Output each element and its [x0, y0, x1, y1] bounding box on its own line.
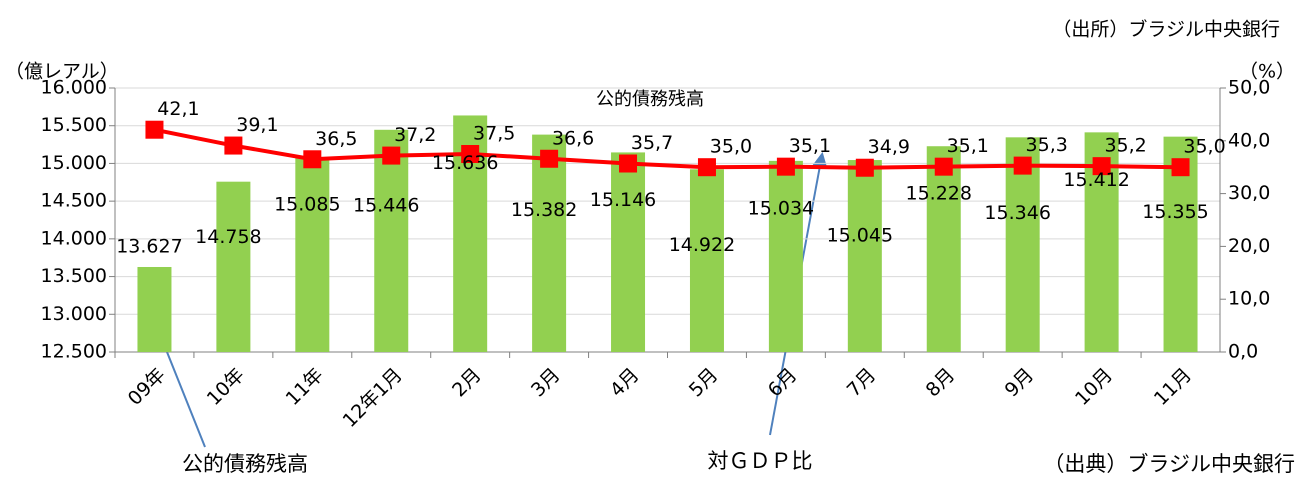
bar-value-label: 15.355	[1142, 201, 1208, 223]
bar-value-label: 15.382	[511, 199, 577, 221]
y2-tick-label: 20,0	[1228, 235, 1270, 257]
line-value-label: 36,5	[315, 128, 357, 150]
bar-value-label: 15.636	[432, 152, 498, 174]
y-tick-label: 16.000	[41, 77, 107, 99]
bar	[689, 169, 724, 352]
marker	[224, 136, 243, 155]
annotation: 対ＧＤＰ比	[708, 449, 813, 473]
line-value-label: 34,9	[868, 136, 910, 158]
x-tick-label: 8月	[922, 364, 960, 402]
bar	[611, 152, 646, 352]
line-value-label: 35,7	[631, 132, 673, 154]
x-tick-label: 6月	[764, 364, 802, 402]
y-axis-label: （億レアル）	[5, 61, 119, 83]
y2-axis-label: （%）	[1239, 61, 1295, 83]
line-value-label: 39,1	[236, 114, 278, 136]
bar	[847, 160, 882, 352]
bar-value-label: 15.446	[353, 194, 419, 216]
annotation: 公的債務残高	[182, 452, 308, 476]
line-value-label: 35,3	[1026, 134, 1068, 156]
marker	[697, 158, 716, 177]
y-tick-label: 15.500	[41, 114, 107, 136]
y2-tick-label: 10,0	[1228, 288, 1270, 310]
bar	[374, 129, 409, 352]
y2-tick-label: 50,0	[1228, 77, 1270, 99]
bar	[768, 160, 803, 352]
marker	[1092, 157, 1111, 176]
marker	[382, 146, 401, 165]
x-tick-label: 9月	[1001, 364, 1039, 402]
line-value-label: 36,6	[552, 127, 594, 149]
marker	[1171, 158, 1190, 177]
line	[154, 127, 1181, 170]
line-value-label: 42,1	[157, 98, 199, 120]
bar-value-label: 13.627	[116, 235, 182, 257]
x-tick-label: 5月	[685, 364, 723, 402]
marker	[776, 157, 795, 176]
bar-value-label: 15.045	[827, 225, 893, 247]
y-tick-label: 15.000	[41, 152, 107, 174]
marker	[540, 149, 559, 168]
y-tick-label: 14.500	[41, 190, 107, 212]
x-tick-label: 7月	[843, 364, 881, 402]
y2-tick-label: 40,0	[1228, 129, 1270, 151]
marker	[1013, 156, 1032, 175]
bar	[216, 181, 251, 352]
bar	[926, 146, 961, 352]
marker	[855, 158, 874, 177]
chart-title: 公的債務残高	[596, 89, 704, 110]
marker	[619, 154, 638, 173]
source: （出所）ブラジル中央銀行	[1052, 18, 1280, 41]
marker	[934, 157, 953, 176]
x-tick-label: 3月	[527, 364, 565, 402]
marker	[303, 150, 322, 169]
y-tick-label: 13.000	[41, 303, 107, 325]
marker	[145, 120, 164, 139]
bar	[532, 134, 567, 352]
x-tick-label: 10年	[203, 364, 249, 410]
bar-value-label: 15.085	[274, 194, 340, 216]
line-value-label: 35,1	[947, 135, 989, 157]
x-tick-label: 2月	[448, 364, 486, 402]
line-value-label: 35,0	[710, 136, 752, 158]
x-tick-label: 4月	[606, 364, 644, 402]
bar-value-label: 14.922	[669, 234, 735, 256]
x-tick-label: 09年	[124, 364, 170, 410]
y-tick-label: 12.500	[41, 341, 107, 363]
bar-value-label: 15.412	[1063, 169, 1129, 191]
y-tick-label: 13.500	[41, 265, 107, 287]
bar	[295, 157, 330, 352]
y2-tick-label: 0,0	[1228, 341, 1258, 363]
y-tick-label: 14.000	[41, 227, 107, 249]
x-tick-label: 11年	[282, 364, 328, 410]
line-value-label: 35,1	[789, 135, 831, 157]
bar-value-label: 15.228	[906, 183, 972, 205]
bar-value-label: 14.758	[195, 226, 261, 248]
line-value-label: 35,2	[1104, 135, 1146, 157]
source-bottom: （出典）ブラジル中央銀行	[1043, 452, 1295, 476]
line-value-label: 37,5	[473, 123, 515, 145]
x-tick-label: 11月	[1150, 364, 1196, 410]
line-value-label: 35,0	[1183, 136, 1225, 158]
bar-value-label: 15.034	[748, 197, 814, 219]
bar-value-label: 15.146	[590, 189, 656, 211]
bar-value-label: 15.346	[984, 202, 1050, 224]
y2-tick-label: 30,0	[1228, 182, 1270, 204]
bar	[137, 266, 172, 352]
line-value-label: 37,2	[394, 124, 436, 146]
x-tick-label: 12年1月	[339, 364, 407, 432]
marker	[461, 145, 480, 163]
x-tick-label: 10月	[1071, 364, 1117, 410]
